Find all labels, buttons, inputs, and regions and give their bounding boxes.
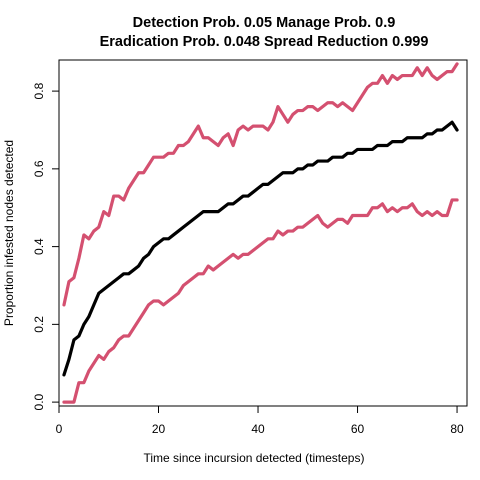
y-tick-label: 0.6	[32, 160, 46, 177]
x-tick-label: 80	[450, 422, 464, 436]
y-tick-label: 0.2	[32, 316, 46, 333]
x-axis: 0 20 40 60 80	[56, 405, 464, 436]
chart-subtitle: Eradication Prob. 0.048 Spread Reduction…	[100, 34, 429, 50]
x-tick-label: 0	[56, 422, 63, 436]
series-line-mean	[62, 120, 459, 377]
plot-frame	[58, 59, 468, 407]
series-layer	[62, 62, 459, 404]
x-axis-label: Time since incursion detected (timesteps…	[144, 451, 365, 465]
chart-title: Detection Prob. 0.05 Manage Prob. 0.9	[133, 15, 396, 31]
x-tick-label: 40	[251, 422, 265, 436]
series-line-lower	[62, 198, 459, 404]
x-tick-label: 20	[152, 422, 166, 436]
x-tick-label: 60	[351, 422, 365, 436]
series-line-upper	[62, 62, 459, 307]
y-axis-label: Proportion infested nodes detected	[2, 140, 16, 326]
y-tick-label: 0.8	[32, 82, 46, 99]
y-tick-label: 0.0	[32, 393, 46, 410]
y-axis: 0.0 0.2 0.4 0.6 0.8	[32, 82, 60, 410]
y-tick-label: 0.4	[32, 238, 46, 255]
